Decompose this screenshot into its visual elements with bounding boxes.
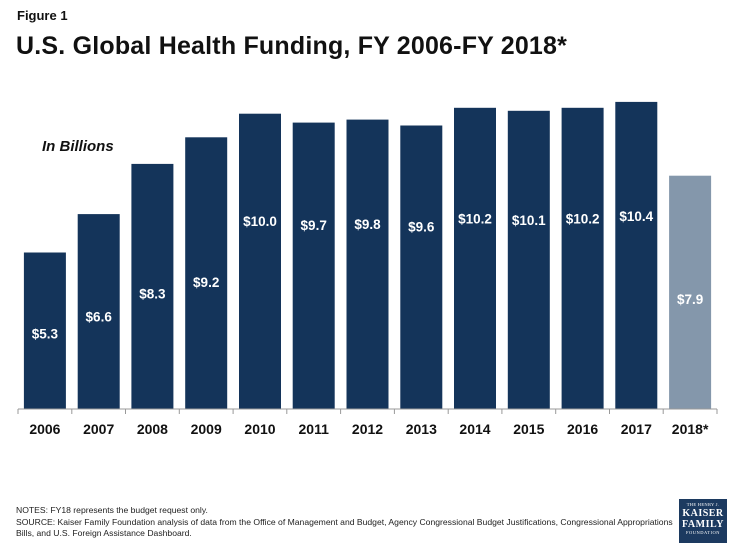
unit-label: In Billions [42, 138, 114, 155]
data-label: $6.6 [86, 309, 113, 324]
bar-2008 [131, 163, 174, 409]
bar-2009 [185, 137, 228, 410]
bar-chart: In Billions $5.3 $6.6 $8.3 $9.2 $10.0 $9.7 $9.… [17, 101, 718, 437]
bar-2015 [507, 110, 550, 410]
bar-2017 [615, 101, 658, 410]
x-tick-label: 2008 [137, 421, 168, 437]
x-tick-label: 2014 [459, 421, 490, 437]
data-label: $10.1 [512, 213, 546, 228]
notes-line: NOTES: FY18 represents the budget reques… [16, 505, 208, 515]
bar-2016 [561, 107, 604, 410]
x-tick-label: 2010 [244, 421, 275, 437]
x-tick-label: 2009 [191, 421, 222, 437]
bar-2006 [23, 252, 66, 409]
chart-title: U.S. Global Health Funding, FY 2006-FY 2… [16, 32, 568, 60]
bar-2018 [669, 175, 712, 409]
x-tick-label: 2016 [567, 421, 598, 437]
x-tick-label: 2017 [621, 421, 652, 437]
x-tick-label: 2011 [299, 421, 330, 437]
data-label: $9.8 [354, 217, 381, 232]
data-label: $9.2 [193, 275, 219, 290]
bar-2012 [346, 119, 389, 409]
logo-line-1: THE HENRY J. [686, 502, 720, 507]
data-label: $9.6 [408, 219, 435, 234]
x-tick-label: 2015 [513, 421, 544, 437]
data-label: $9.7 [301, 218, 327, 233]
x-tick-label: 2006 [29, 421, 60, 437]
data-label: $8.3 [139, 287, 166, 302]
bar-2011 [292, 122, 335, 409]
bar-2007 [77, 214, 120, 409]
x-tick-label: 2007 [83, 421, 114, 437]
source-line: SOURCE: Kaiser Family Foundation analysi… [16, 516, 673, 539]
footnotes: NOTES: FY18 represents the budget reques… [16, 505, 676, 540]
data-label: $10.2 [458, 212, 492, 227]
x-tick-label: 2018* [672, 421, 709, 437]
figure-label: Figure 1 [17, 8, 68, 23]
kff-logo: THE HENRY J. KAISER FAMILY FOUNDATION [679, 499, 727, 543]
data-label: $10.0 [243, 214, 277, 229]
data-label: $5.3 [32, 327, 59, 342]
x-tick-label: 2013 [406, 421, 437, 437]
bar-2013 [400, 125, 443, 409]
logo-line-4: FOUNDATION [686, 530, 720, 535]
bar-2010 [239, 113, 281, 409]
data-label: $7.9 [677, 292, 703, 307]
bar-2014 [454, 107, 496, 410]
data-label: $10.2 [566, 212, 600, 227]
logo-line-2: KAISER [682, 508, 724, 519]
x-tick-label: 2012 [352, 421, 383, 437]
logo-line-3: FAMILY [682, 519, 724, 530]
data-label: $10.4 [619, 209, 653, 224]
